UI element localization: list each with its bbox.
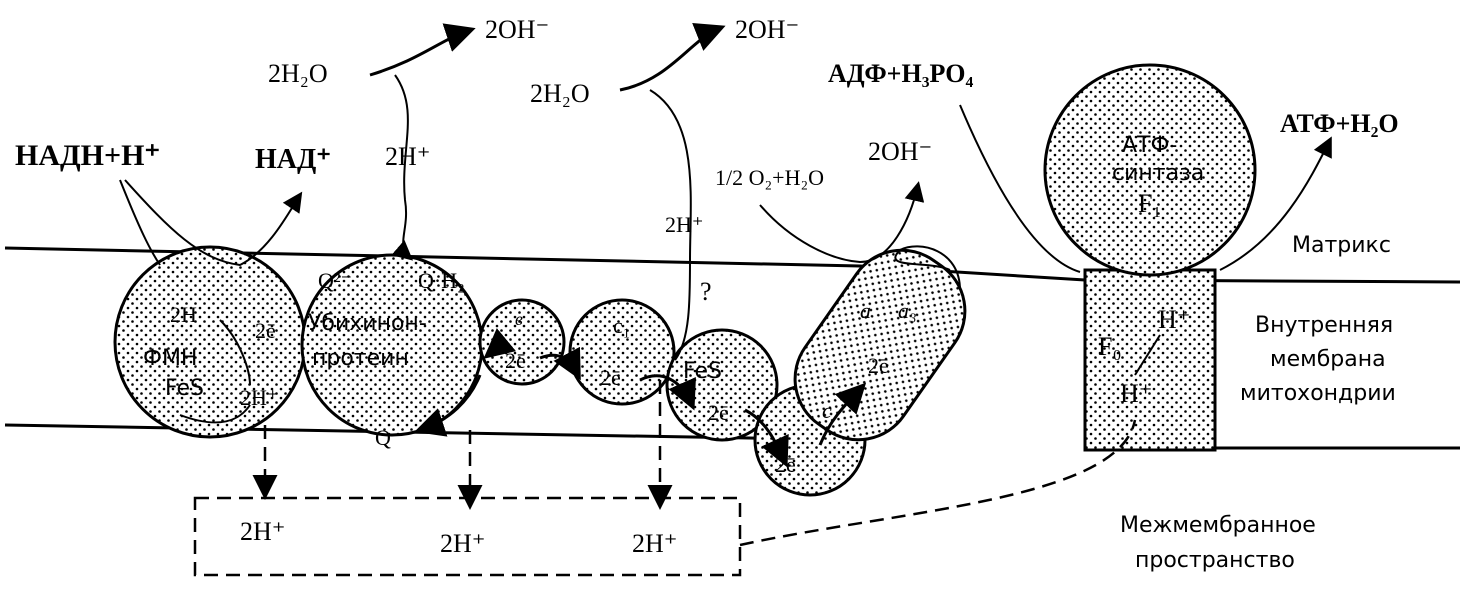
label: АТФ+Н₂О [1280, 109, 1399, 138]
label: 2ē [868, 353, 889, 378]
label: 1/2 O₂+H₂O [715, 165, 824, 190]
f0 [1083, 268, 1217, 452]
label: 2H⁺ [240, 385, 279, 410]
label: Q·H₂ [418, 268, 465, 293]
label: 2H₂O [530, 79, 590, 108]
label: 2ē [708, 400, 729, 425]
label: 2OH⁻ [735, 15, 799, 44]
label: мембрана [1270, 347, 1386, 372]
label: a₃ [898, 298, 917, 323]
label: протеин [312, 346, 409, 371]
label: Внутренняя [1255, 313, 1393, 338]
label: H⁺ [1158, 305, 1191, 334]
label: в [515, 309, 523, 329]
label: c₁ [613, 313, 630, 338]
label: Q [375, 425, 391, 450]
label: НАД⁺ [255, 144, 331, 175]
label: НАДН+Н⁺ [15, 139, 160, 172]
label: ? [700, 277, 712, 306]
label: Межмембранное [1120, 513, 1316, 538]
label: 2ē [255, 318, 276, 343]
label: 2H⁺ [632, 529, 678, 558]
label: 2H⁺ [665, 212, 704, 237]
label: 2H⁺ [385, 142, 431, 171]
label: FeS [683, 359, 722, 384]
label: митохондрии [1240, 381, 1396, 406]
label: c [822, 398, 832, 423]
label: Убихинон- [308, 311, 427, 336]
label: 2ē [600, 365, 621, 390]
label: 2H₂O [268, 59, 328, 88]
label: ФМН [143, 346, 197, 371]
label: a [860, 298, 871, 323]
label: FeS [165, 376, 204, 401]
label: АДФ+Н₃РО₄ [828, 59, 973, 88]
label: Матрикс [1292, 233, 1391, 258]
label: H⁺ [1120, 379, 1153, 408]
label: АТФ- [1122, 133, 1177, 158]
label: синтаза [1112, 161, 1204, 186]
label: F₀ [1098, 332, 1122, 361]
cyt-b [478, 298, 566, 386]
label: 2H⁺ [440, 529, 486, 558]
label: Q²⁻ [318, 268, 352, 293]
membrane-top [4, 246, 1460, 284]
label: 2OH⁻ [868, 137, 932, 166]
label: 2ē [505, 348, 526, 373]
label: F₁ [1138, 189, 1162, 218]
atp-synthase-f1 [1043, 63, 1257, 277]
label: 2ē [775, 452, 796, 477]
label: 2H⁺ [240, 517, 286, 546]
arrows [119, 23, 1332, 577]
label: пространство [1135, 548, 1295, 573]
label: 2H [170, 302, 197, 327]
label: 2OH⁻ [485, 15, 549, 44]
